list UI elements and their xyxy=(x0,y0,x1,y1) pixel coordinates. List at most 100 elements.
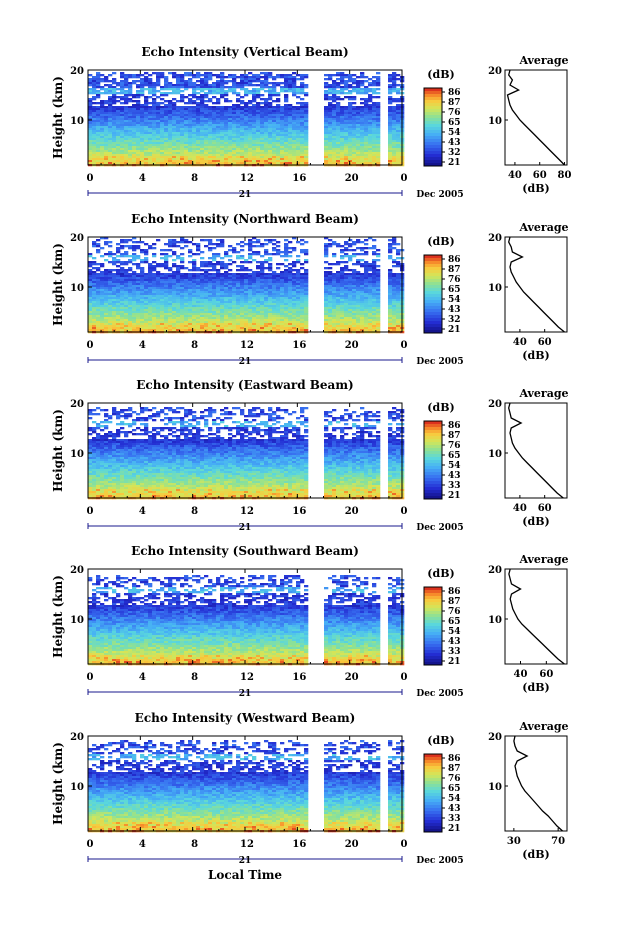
profile-y-tick-label: 10 xyxy=(488,283,502,294)
y-axis-label: Height (km) xyxy=(51,742,65,825)
x-tick-label: 16 xyxy=(292,839,306,850)
date-label: Dec 2005 xyxy=(416,523,463,533)
profile-x-tick-label: 40 xyxy=(513,503,527,514)
panel-2: Echo Intensity (Eastward Beam) 0 4 8 12 16 20 0… xyxy=(51,378,569,533)
date-label: Dec 2005 xyxy=(416,856,463,866)
panel-title: Echo Intensity (Southward Beam) xyxy=(131,544,359,558)
colorbar-tick-label: 65 xyxy=(448,451,461,461)
profile-y-tick-label: 10 xyxy=(488,782,502,793)
colorbar-tick-label: 86 xyxy=(448,255,461,265)
heatmap-cells xyxy=(88,740,405,833)
profile-y-tick-label: 20 xyxy=(488,399,502,410)
colorbar-tick-label: 33 xyxy=(448,481,461,491)
y-tick-label: 20 xyxy=(70,233,84,244)
profile-line xyxy=(508,236,565,333)
panel-4: Echo Intensity (Westward Beam) 0 4 8 12 16 20 0… xyxy=(51,711,569,866)
profile-y-tick-label: 20 xyxy=(488,233,502,244)
x-tick-label: 20 xyxy=(345,672,359,683)
heatmap-cells xyxy=(88,575,405,666)
profile-frame xyxy=(504,568,568,665)
x-tick-label: 0 xyxy=(87,839,94,850)
colorbar-tick-label: 21 xyxy=(448,824,461,834)
colorbar-tick-label: 54 xyxy=(448,295,461,305)
x-tick-label: 16 xyxy=(292,173,306,184)
colorbar-tick-label: 32 xyxy=(448,315,461,325)
panel-title: Echo Intensity (Westward Beam) xyxy=(135,711,356,725)
colorbar-tick-label: 65 xyxy=(448,784,461,794)
profile-frame xyxy=(504,236,568,333)
panel-title: Echo Intensity (Eastward Beam) xyxy=(136,378,353,392)
profile-frame xyxy=(504,402,568,499)
profile-x-tick-label: 40 xyxy=(514,669,528,680)
day-label: 21 xyxy=(239,190,252,200)
colorbar-tick-label: 86 xyxy=(448,421,461,431)
colorbar-tick-label: 86 xyxy=(448,88,461,98)
day-label: 21 xyxy=(239,856,252,866)
profile-frame xyxy=(504,69,568,166)
profile-line xyxy=(508,402,564,499)
colorbar-tick-label: 87 xyxy=(448,597,461,607)
profile-title: Average xyxy=(518,720,568,733)
x-tick-label: 4 xyxy=(139,173,146,184)
x-tick-label: 0 xyxy=(87,173,94,184)
date-label: Dec 2005 xyxy=(416,190,463,200)
heatmap-cells xyxy=(88,237,405,334)
panel-0: Echo Intensity (Vertical Beam) 0 4 8 12 16 20 0… xyxy=(51,45,572,200)
colorbar xyxy=(424,754,442,833)
colorbar-tick-label: 54 xyxy=(448,128,461,138)
x-tick-label: 4 xyxy=(139,839,146,850)
date-label: Dec 2005 xyxy=(416,689,463,699)
x-tick-label: 12 xyxy=(240,672,254,683)
profile-y-tick-label: 10 xyxy=(488,615,502,626)
colorbar xyxy=(424,88,442,167)
colorbar-tick-label: 76 xyxy=(448,275,461,285)
colorbar-tick-label: 21 xyxy=(448,325,461,335)
colorbar-tick-label: 76 xyxy=(448,607,461,617)
colorbar-frame xyxy=(423,753,443,833)
colorbar-label: (dB) xyxy=(427,401,454,414)
colorbar-tick-label: 76 xyxy=(448,774,461,784)
x-tick-label: 20 xyxy=(345,340,359,351)
profile-x-label: (dB) xyxy=(522,349,549,362)
x-tick-label: 16 xyxy=(292,340,306,351)
x-tick-label: 0 xyxy=(87,506,94,517)
colorbar-tick-label: 76 xyxy=(448,108,461,118)
y-axis-label: Height (km) xyxy=(51,76,65,159)
x-tick-label: 8 xyxy=(191,173,198,184)
colorbar-tick-label: 65 xyxy=(448,118,461,128)
profile-x-label: (dB) xyxy=(522,848,549,861)
colorbar-tick-label: 86 xyxy=(448,587,461,597)
x-tick-label: 20 xyxy=(345,173,359,184)
colorbar-tick-label: 87 xyxy=(448,265,461,275)
profile-x-label: (dB) xyxy=(522,681,549,694)
colorbar-tick-label: 43 xyxy=(448,138,461,148)
day-label: 21 xyxy=(239,689,252,699)
x-tick-label: 8 xyxy=(191,340,198,351)
colorbar-tick-label: 54 xyxy=(448,627,461,637)
profile-x-tick-label: 80 xyxy=(558,170,572,181)
colorbar-label: (dB) xyxy=(427,68,454,81)
profile-y-tick-label: 20 xyxy=(488,66,502,77)
profile-x-tick-label: 60 xyxy=(538,337,552,348)
x-tick-label: 0 xyxy=(87,672,94,683)
colorbar-frame xyxy=(423,254,443,334)
profile-x-tick-label: 40 xyxy=(513,337,527,348)
x-tick-label: 8 xyxy=(191,839,198,850)
y-axis-label: Height (km) xyxy=(51,409,65,492)
x-tick-label: 0 xyxy=(401,506,408,517)
profile-y-tick-label: 10 xyxy=(488,116,502,127)
colorbar-tick-label: 33 xyxy=(448,647,461,657)
heatmap-cells xyxy=(88,72,405,167)
colorbar xyxy=(424,421,442,500)
profile-x-tick-label: 60 xyxy=(533,170,547,181)
x-tick-label: 12 xyxy=(240,839,254,850)
day-label: 21 xyxy=(239,357,252,367)
y-tick-label: 10 xyxy=(70,782,84,793)
profile-y-tick-label: 20 xyxy=(488,565,502,576)
panel-title: Echo Intensity (Vertical Beam) xyxy=(141,45,348,59)
x-tick-label: 0 xyxy=(401,340,408,351)
profile-line xyxy=(506,69,565,166)
colorbar-label: (dB) xyxy=(427,235,454,248)
x-tick-label: 0 xyxy=(401,672,408,683)
profile-x-label: (dB) xyxy=(522,515,549,528)
